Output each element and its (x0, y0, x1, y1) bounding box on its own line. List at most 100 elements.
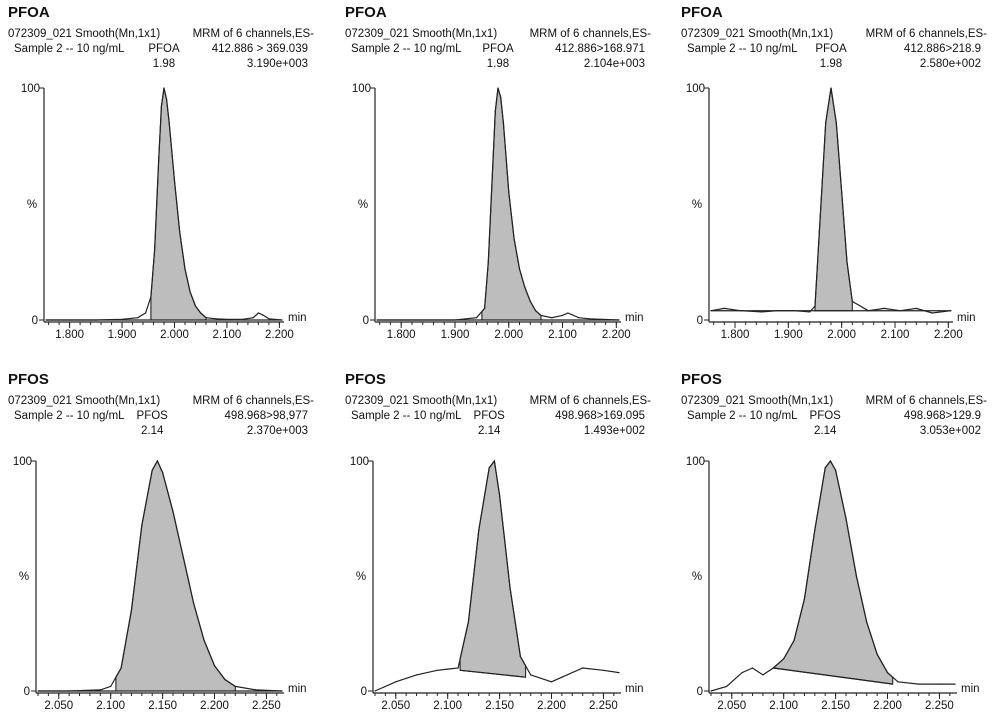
data-point (415, 674, 418, 676)
data-point (203, 639, 205, 641)
data-point (492, 168, 494, 170)
x-tick-label: 1.900 (774, 329, 803, 341)
data-point (751, 667, 754, 669)
x-axis-label: min (957, 312, 976, 324)
data-point (467, 621, 469, 623)
chart-title: PFOA (345, 4, 387, 21)
data-point (855, 575, 857, 577)
integrated-peak-area (150, 87, 207, 321)
peak-rt-label: 2.14 (141, 425, 164, 437)
chart-panel: PFOS 072309_021 Smooth(Mn,1x1) Sample 2 --… (681, 371, 987, 712)
channel-label: MRM of 6 channels,ES- (530, 28, 652, 40)
data-point (567, 312, 569, 314)
data-point (168, 122, 170, 124)
y-axis-label: % (27, 199, 37, 211)
chromatogram-trace (710, 459, 955, 692)
chart-title: PFOA (8, 4, 50, 21)
x-tick-label: 2.200 (934, 329, 963, 341)
data-point (783, 658, 785, 660)
data-point (160, 106, 162, 108)
x-tick-label: 2.200 (265, 329, 294, 341)
x-axis-label: min (625, 683, 644, 695)
sample-label: Sample 2 -- 10 ng/mL (14, 43, 125, 55)
x-axis-label: min (625, 312, 644, 324)
baseline-line (773, 667, 893, 685)
intensity-label: 2.370e+003 (247, 425, 308, 437)
data-point (578, 317, 580, 319)
data-point (500, 96, 502, 98)
y-axis-label: % (358, 199, 368, 211)
data-point (436, 669, 438, 671)
data-point (374, 690, 376, 692)
y-tick-label: 100 (352, 83, 371, 95)
chart-title: PFOS (8, 371, 49, 388)
data-point (484, 307, 486, 309)
data-point (234, 685, 236, 687)
data-point (478, 529, 480, 531)
y-axis-label: % (356, 571, 366, 583)
data-point (487, 261, 489, 263)
peak-name-label: PFOA (148, 43, 180, 55)
y-tick-label: 0 (361, 686, 367, 698)
integrated-peak-area (459, 459, 527, 678)
x-tick-label: 2.150 (821, 700, 850, 712)
data-point (193, 603, 195, 605)
data-point (488, 467, 490, 469)
data-point (550, 681, 553, 683)
peak-name-label: PFOS (137, 410, 169, 422)
file-label: 072309_021 Smooth(Mn,1x1) (681, 28, 833, 40)
data-point (739, 310, 741, 312)
chart-title: PFOS (681, 371, 722, 388)
file-label: 072309_021 Smooth(Mn,1x1) (345, 28, 497, 40)
data-point (777, 310, 779, 312)
sample-label: Sample 2 -- 10 ng/mL (351, 410, 462, 422)
sample-label: Sample 2 -- 10 ng/mL (687, 43, 798, 55)
peak-name-label: PFOA (815, 43, 847, 55)
x-tick-label: 2.200 (602, 329, 631, 341)
sample-label: Sample 2 -- 10 ng/mL (14, 410, 125, 422)
data-point (497, 87, 499, 89)
data-point (618, 319, 620, 321)
data-point (518, 268, 521, 270)
baseline-line (460, 669, 526, 678)
y-tick-label: 100 (13, 456, 32, 468)
x-tick-label: 2.150 (485, 700, 514, 712)
data-point (166, 99, 168, 101)
chart-title: PFOA (681, 4, 723, 21)
data-point (99, 689, 101, 691)
data-point (162, 471, 164, 474)
data-point (723, 307, 725, 309)
data-point (151, 469, 153, 471)
file-label: 072309_021 Smooth(Mn,1x1) (8, 28, 160, 40)
data-point (179, 231, 181, 233)
data-point (182, 557, 184, 559)
data-point (897, 681, 899, 683)
data-point (150, 296, 152, 298)
integrated-peak-area (115, 459, 236, 692)
peak-name-label: PFOA (482, 43, 514, 55)
data-point (899, 310, 901, 312)
transition-label: 412.886>168.971 (555, 43, 645, 55)
data-point (69, 319, 71, 321)
intensity-label: 2.580e+002 (920, 58, 981, 70)
data-point (846, 261, 848, 263)
data-point (824, 467, 826, 469)
data-point (509, 586, 511, 589)
data-point (931, 312, 933, 314)
data-point (710, 690, 712, 692)
data-point (602, 669, 604, 671)
channel-label: MRM of 6 channels,ES- (866, 395, 988, 407)
data-point (494, 110, 496, 112)
data-point (499, 494, 501, 497)
data-point (395, 681, 397, 683)
data-point (189, 291, 191, 293)
chart-title: PFOS (345, 371, 386, 388)
data-point (915, 307, 917, 309)
x-tick-label: 2.250 (589, 700, 618, 712)
x-tick-label: 2.100 (213, 329, 242, 341)
data-point (535, 310, 537, 312)
data-point (145, 312, 147, 314)
data-point (524, 286, 526, 289)
data-point (841, 191, 843, 193)
